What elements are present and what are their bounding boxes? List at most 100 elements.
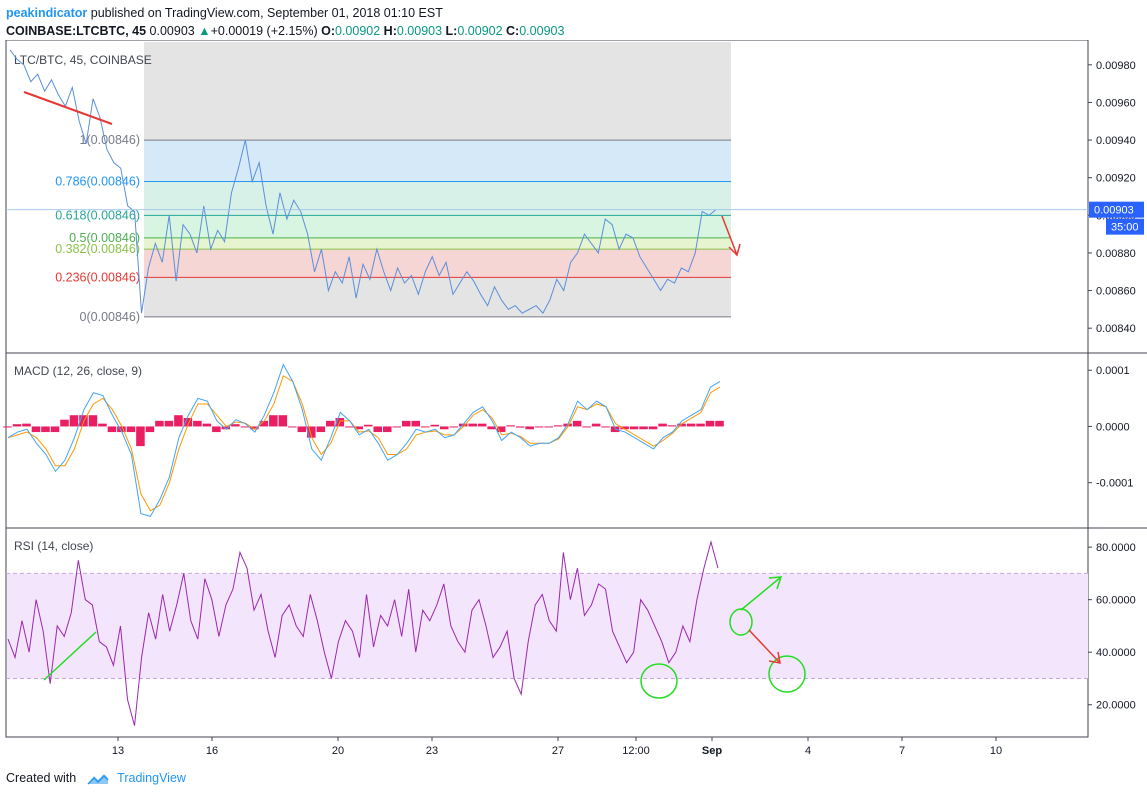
time-axis-label: 4 [805, 745, 811, 757]
macd-histogram-bar [677, 423, 686, 427]
fib-level-label: 0.236(0.00846) [55, 270, 140, 284]
time-axis-label: 20 [332, 745, 344, 757]
macd-histogram-bar [487, 426, 496, 430]
rsi-axis-label: 20.0000 [1096, 700, 1136, 712]
macd-axis-label: -0.0001 [1096, 478, 1133, 490]
publish-line: peakindicator published on TradingView.c… [6, 4, 564, 22]
macd-histogram-bar [553, 425, 563, 427]
macd-signal-line [7, 375, 721, 512]
last-price: 0.00903 [149, 24, 195, 38]
macd-histogram-bar [278, 415, 288, 427]
chart-header: peakindicator published on TradingView.c… [6, 4, 564, 40]
macd-pane-title: MACD (12, 26, close, 9) [14, 364, 142, 378]
macd-histogram-bar [88, 415, 98, 427]
macd-histogram-bar [496, 426, 506, 433]
fib-level-label: 0.5(0.00846) [69, 231, 140, 245]
macd-histogram-bar [544, 426, 553, 428]
close-value: 0.00903 [519, 24, 565, 38]
fib-level-label: 0.786(0.00846) [55, 174, 140, 188]
high-value: 0.00903 [396, 24, 443, 38]
macd-histogram-bar [41, 426, 50, 433]
macd-histogram-bar [174, 415, 183, 427]
macd-histogram-bar [430, 424, 439, 427]
red-arrow-head-rsi [768, 651, 781, 664]
macd-histogram-bar [126, 426, 136, 433]
macd-histogram-bar [468, 423, 477, 427]
countdown-label: 35:00 [1111, 222, 1139, 234]
macd-histogram-bar [420, 426, 430, 428]
macd-histogram-bar [364, 424, 373, 427]
time-axis-label: 12:00 [622, 745, 650, 757]
fib-zone [144, 237, 731, 250]
fib-level-label: 1(0.00846) [80, 133, 140, 147]
macd-histogram-bar [658, 423, 667, 427]
time-axis-label: 7 [899, 745, 905, 757]
time-axis-label: 23 [426, 745, 438, 757]
macd-histogram-bar [401, 420, 411, 427]
macd-histogram-bar [439, 426, 449, 430]
macd-histogram-bar [183, 418, 193, 427]
green-up-arrow [740, 576, 782, 611]
ohlc-line: COINBASE:LTCBTC, 45 0.00903 ▲+0.00019 (+… [6, 22, 564, 40]
macd-histogram-bar [326, 420, 335, 427]
price-pane-title: LTC/BTC, 45, COINBASE [14, 53, 152, 67]
low-value: 0.00902 [457, 24, 503, 38]
macd-histogram-bar [136, 426, 145, 447]
price-axis-label: 0.00840 [1096, 323, 1136, 335]
macd-histogram-bar [696, 423, 705, 427]
macd-histogram-bar [240, 426, 250, 428]
price-axis-label: 0.00860 [1096, 286, 1136, 298]
macd-histogram-bar [155, 420, 164, 427]
macd-histogram-bar [667, 425, 677, 427]
macd-histogram-bar [715, 420, 724, 427]
macd-histogram-bar [164, 420, 174, 427]
macd-histogram-bar [98, 423, 107, 427]
chart-area[interactable]: 1(0.00846) 0.786(0.00846) 0.618(0.00846) 0.… [0, 40, 1147, 765]
fib-zone [144, 249, 731, 278]
red-down-arrow [721, 215, 738, 256]
macd-histogram-bar [69, 415, 79, 427]
price-axis-label: 0.00960 [1096, 97, 1136, 109]
time-axis-label: Sep [702, 745, 722, 757]
macd-histogram-bar [221, 426, 231, 430]
macd-line [7, 363, 721, 517]
green-trend-line [43, 631, 97, 681]
countdown-tag [1106, 218, 1144, 235]
footer: Created with TradingView [6, 771, 186, 786]
macd-histogram-bar [193, 420, 202, 427]
author-link[interactable]: peakindicator [6, 6, 88, 20]
high-label: H: [383, 24, 397, 38]
macd-histogram-bar [50, 426, 60, 433]
fib-top-zone [144, 42, 731, 141]
macd-histogram-bar [392, 426, 402, 428]
macd-histogram-bar [259, 420, 269, 427]
tradingview-link[interactable]: TradingView [117, 771, 186, 785]
macd-histogram-bar [288, 426, 297, 428]
macd-histogram-bar [572, 420, 582, 427]
fib-zone [144, 181, 731, 216]
rsi-axis-label: 80.0000 [1096, 542, 1136, 554]
macd-histogram-bar [231, 424, 240, 427]
time-axis-label: 16 [206, 745, 218, 757]
rsi-pane-title: RSI (14, close) [14, 539, 93, 553]
open-value: 0.00902 [335, 24, 381, 38]
macd-histogram-bar [525, 426, 534, 430]
time-axis-label: 13 [112, 745, 124, 757]
macd-histogram-bar [107, 426, 117, 433]
macd-histogram-bar [582, 426, 591, 428]
rsi-axis-label: 60.0000 [1096, 595, 1136, 607]
macd-histogram-bar [117, 426, 126, 433]
price-axis-label: 0.00880 [1096, 248, 1136, 260]
red-down-arrow-rsi [748, 629, 781, 664]
macd-histogram-bar [639, 426, 648, 430]
up-triangle-icon: ▲ [198, 24, 211, 38]
macd-histogram-bar [620, 426, 629, 430]
time-axis-label: 10 [990, 745, 1002, 757]
price-change: +0.00019 (+2.15%) [210, 24, 318, 38]
macd-histogram-bar [515, 426, 525, 428]
macd-histogram-bar [629, 426, 639, 430]
red-trend-line [23, 91, 113, 125]
price-axis-label: 0.00980 [1096, 60, 1136, 72]
fib-level-label: 0(0.00846) [80, 310, 140, 324]
macd-histogram-bar [458, 423, 468, 427]
